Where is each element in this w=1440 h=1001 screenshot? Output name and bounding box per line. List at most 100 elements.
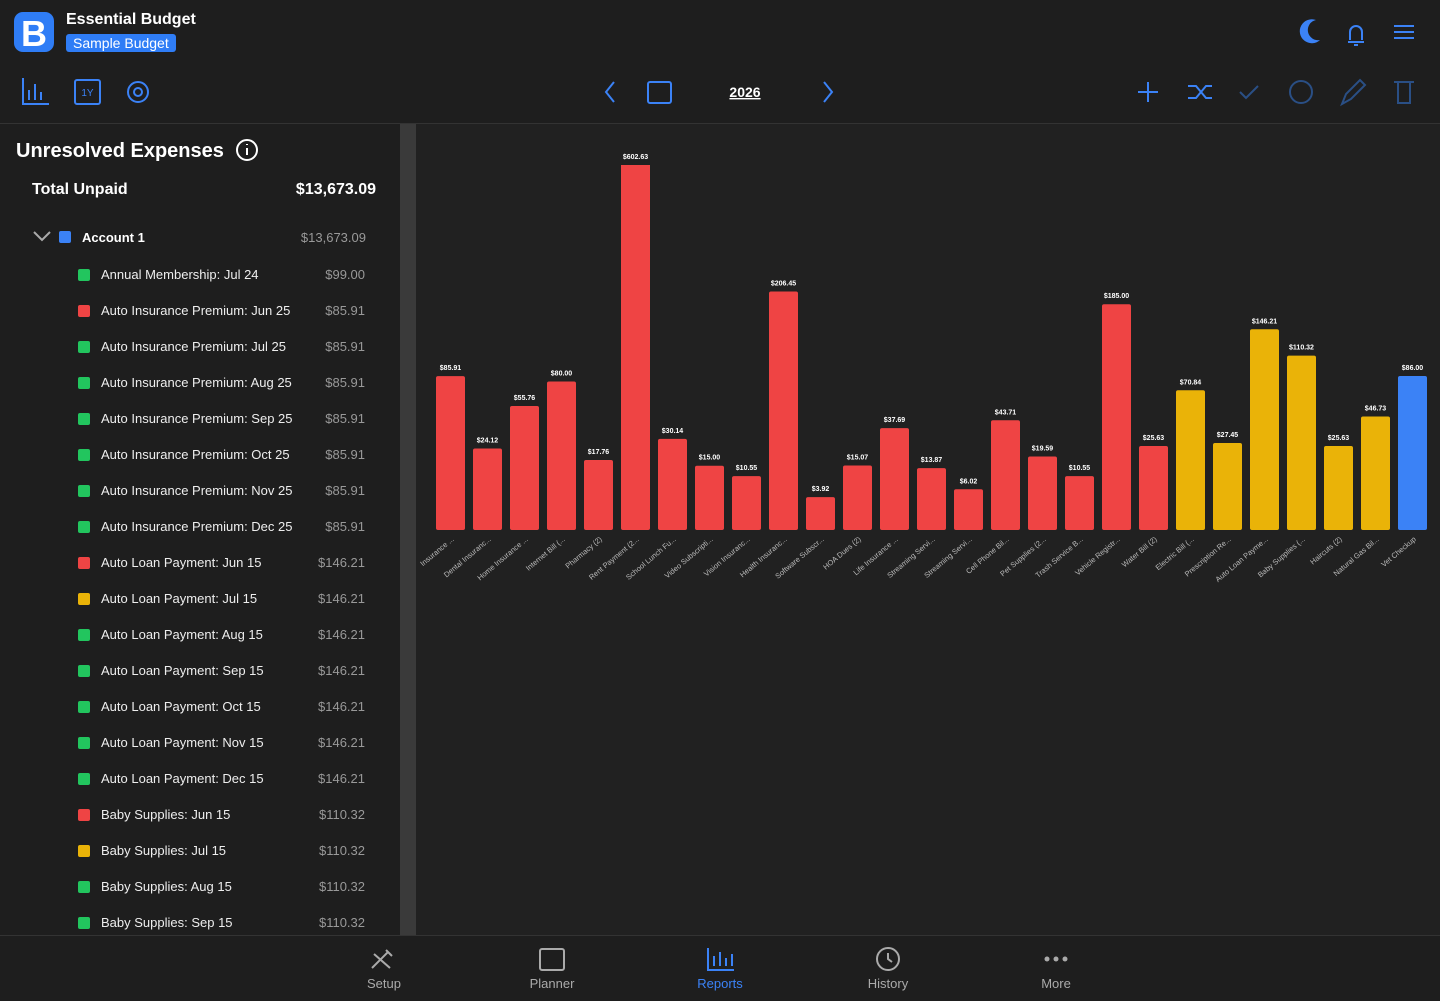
expense-row[interactable]: Auto Loan Payment: Aug 15 $146.21 <box>0 626 400 646</box>
year-label[interactable]: 2026 <box>729 84 760 100</box>
bar <box>843 465 872 530</box>
menu-icon[interactable] <box>1394 25 1414 39</box>
expense-name: Auto Insurance Premium: Dec 25 <box>101 519 293 534</box>
add-icon[interactable] <box>1138 82 1158 102</box>
bar <box>1102 304 1131 530</box>
expense-row[interactable]: Baby Supplies: Sep 15 $110.32 <box>0 914 400 934</box>
chart-icon[interactable] <box>22 78 49 105</box>
shuffle-icon[interactable] <box>1188 85 1212 99</box>
bar <box>695 465 724 530</box>
expense-row[interactable]: Auto Loan Payment: Dec 15 $146.21 <box>0 770 400 790</box>
nav-item[interactable]: Setup <box>367 976 401 991</box>
edit-icon[interactable] <box>1340 78 1367 107</box>
expense-amount: $146.21 <box>318 663 365 678</box>
bar <box>732 476 761 530</box>
expense-name: Auto Loan Payment: Nov 15 <box>101 735 264 750</box>
status-dot <box>78 485 90 497</box>
value-label: $24.12 <box>477 437 499 444</box>
expense-name: Baby Supplies: Aug 15 <box>101 879 232 894</box>
nav-item[interactable]: More <box>1041 976 1071 991</box>
nav-item[interactable]: Planner <box>529 976 575 991</box>
value-label: $10.55 <box>736 465 758 472</box>
expense-row[interactable]: Baby Supplies: Jun 15 $110.32 <box>0 806 400 826</box>
status-dot <box>78 845 90 857</box>
svg-text:B: B <box>21 13 47 54</box>
expense-name: Auto Loan Payment: Oct 15 <box>101 699 261 714</box>
bottom-nav: Setup Planner Reports History More <box>0 935 1440 1001</box>
x-tick-label: Vet Checkup <box>1379 535 1417 569</box>
expense-row[interactable]: Auto Loan Payment: Nov 15 $146.21 <box>0 734 400 754</box>
bar <box>1065 476 1094 530</box>
value-label: $15.07 <box>847 455 869 462</box>
expense-row[interactable]: Auto Insurance Premium: Sep 25 $85.91 <box>0 410 400 430</box>
nav-icons <box>371 947 1068 971</box>
expense-row[interactable]: Auto Loan Payment: Sep 15 $146.21 <box>0 662 400 682</box>
bar <box>1213 443 1242 530</box>
theme-icon[interactable] <box>1299 19 1320 44</box>
expense-amount: $99.00 <box>325 267 365 282</box>
expense-row[interactable]: Annual Membership: Jul 24 $99.00 <box>0 266 400 286</box>
bell-icon[interactable] <box>1348 25 1364 46</box>
expense-name: Baby Supplies: Jul 15 <box>101 843 227 858</box>
expense-row[interactable]: Baby Supplies: Jul 15 $110.32 <box>0 842 400 862</box>
value-label: $86.00 <box>1402 365 1424 372</box>
expense-name: Annual Membership: Jul 24 <box>101 267 259 282</box>
check-circle-icon[interactable] <box>1289 80 1313 104</box>
nav-item[interactable]: History <box>867 976 909 991</box>
status-dot <box>78 413 90 425</box>
expense-row[interactable]: Baby Supplies: Aug 15 $110.32 <box>0 878 400 898</box>
account-name: Account 1 <box>82 230 145 245</box>
expense-name: Auto Loan Payment: Jun 15 <box>101 555 262 570</box>
bar <box>1028 456 1057 530</box>
expense-row[interactable]: Auto Insurance Premium: Oct 25 $85.91 <box>0 446 400 466</box>
expense-row[interactable]: Auto Loan Payment: Jul 15 $146.21 <box>0 590 400 610</box>
expense-amount: $85.91 <box>325 447 365 462</box>
value-label: $70.84 <box>1180 379 1202 386</box>
value-label: $146.21 <box>1252 318 1277 325</box>
expense-row[interactable]: Auto Insurance Premium: Aug 25 $85.91 <box>0 374 400 394</box>
status-dot <box>78 521 90 533</box>
expense-row[interactable]: Auto Insurance Premium: Jul 25 $85.91 <box>0 338 400 358</box>
status-dot <box>78 701 90 713</box>
budget-badge[interactable]: Sample Budget <box>66 34 176 52</box>
account-toggle[interactable] <box>32 229 72 245</box>
year-arrows[interactable] <box>604 81 834 103</box>
bar <box>621 165 650 530</box>
bar <box>917 468 946 530</box>
delete-icon[interactable] <box>1394 81 1414 104</box>
expense-name: Baby Supplies: Sep 15 <box>101 915 233 930</box>
account-amount: $13,673.09 <box>300 230 366 245</box>
status-dot <box>78 737 90 749</box>
splitter[interactable] <box>400 124 416 935</box>
expense-row[interactable]: Auto Loan Payment: Jun 15 $146.21 <box>0 554 400 574</box>
nav-item[interactable]: Reports <box>697 976 743 991</box>
range-icon[interactable] <box>74 79 101 105</box>
expense-row[interactable]: Auto Insurance Premium: Dec 25 $85.91 <box>0 518 400 538</box>
bar <box>880 428 909 530</box>
range-label: 1Y <box>81 88 94 99</box>
expense-row[interactable]: Auto Insurance Premium: Jun 25 $85.91 <box>0 302 400 322</box>
value-label: $6.02 <box>960 478 978 485</box>
status-dot <box>78 773 90 785</box>
value-label: $25.63 <box>1143 435 1165 442</box>
calendar-icon[interactable] <box>647 81 672 104</box>
sidebar-title: Unresolved Expenses <box>16 140 224 162</box>
expense-name: Auto Insurance Premium: Oct 25 <box>101 447 290 462</box>
x-tick-label: Haircuts (2) <box>1308 534 1344 566</box>
value-label: $206.45 <box>771 280 796 287</box>
value-label: $110.32 <box>1289 345 1314 352</box>
status-dot <box>78 809 90 821</box>
bar <box>547 381 576 530</box>
expense-name: Auto Insurance Premium: Jun 25 <box>101 303 291 318</box>
status-dot <box>78 881 90 893</box>
settings-icon[interactable] <box>127 81 149 103</box>
expense-row[interactable]: Auto Insurance Premium: Nov 25 $85.91 <box>0 482 400 502</box>
expense-row[interactable]: Auto Loan Payment: Oct 15 $146.21 <box>0 698 400 718</box>
expense-amount: $85.91 <box>325 339 365 354</box>
info-icon[interactable] <box>235 138 261 164</box>
expense-amount: $146.21 <box>318 735 365 750</box>
status-dot <box>78 557 90 569</box>
check-icon[interactable] <box>1239 85 1259 100</box>
status-dot <box>78 665 90 677</box>
